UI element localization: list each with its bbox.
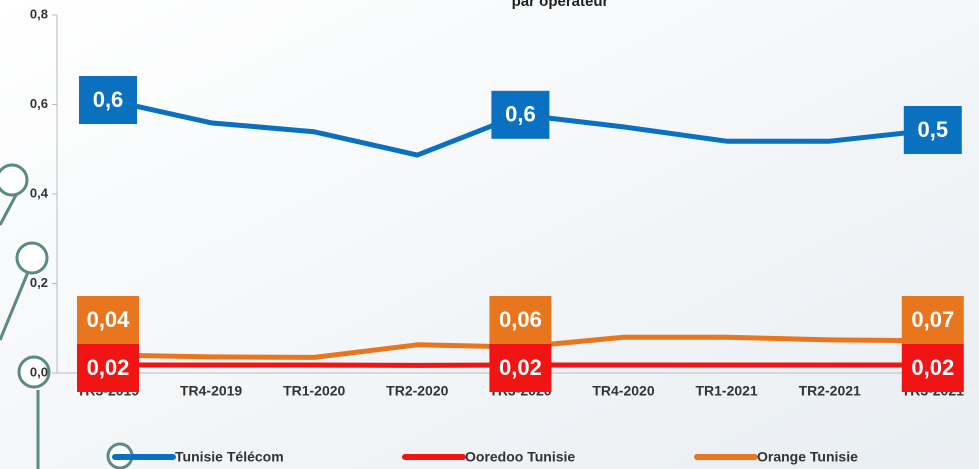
data-label: 0,6 [93, 87, 124, 112]
data-label: 0,02 [911, 355, 954, 380]
legend-label: Orange Tunisie [757, 449, 858, 465]
data-label-box [79, 76, 137, 125]
chart-title: par opérateur [512, 0, 609, 10]
y-tick-label: 0,0 [30, 364, 48, 379]
data-label-box [489, 344, 552, 392]
data-label: 0,6 [505, 102, 536, 127]
x-tick-label: TR1-2021 [695, 383, 757, 399]
data-label: 0,02 [87, 355, 130, 380]
data-label-box [77, 344, 139, 392]
x-tick-label: TR1-2020 [283, 383, 345, 399]
data-label: 0,07 [911, 307, 954, 332]
x-tick-label: TR4-2019 [180, 383, 242, 399]
data-label-box [901, 296, 964, 344]
y-tick-label: 0,4 [30, 185, 49, 200]
data-label-box [903, 106, 962, 155]
data-label-box [77, 296, 139, 344]
data-label-box [491, 90, 550, 139]
y-tick-label: 0,8 [30, 6, 48, 21]
x-tick-label: TR2-2021 [799, 383, 861, 399]
x-tick-label: TR2-2020 [386, 383, 448, 399]
data-label: 0,06 [499, 307, 542, 332]
data-label: 0,04 [87, 307, 131, 332]
data-label-box [901, 344, 964, 392]
data-label: 0,5 [918, 117, 949, 142]
legend-label: Tunisie Télécom [175, 449, 284, 465]
x-tick-label: TR4-2020 [592, 383, 654, 399]
data-label: 0,02 [499, 355, 542, 380]
y-tick-label: 0,6 [30, 96, 48, 111]
data-label-box [489, 296, 552, 344]
y-tick-label: 0,2 [30, 275, 48, 290]
decoration [0, 163, 134, 469]
legend-label: Ooredoo Tunisie [465, 449, 575, 465]
